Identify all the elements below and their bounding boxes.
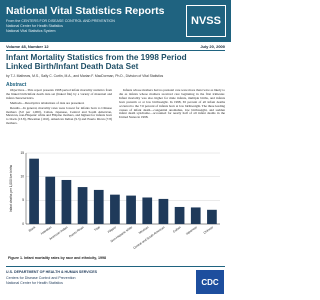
header-from: From the CENTERS FOR DISEASE CONTROL AND… — [6, 19, 115, 23]
x-tick-label: Japanese — [185, 225, 198, 236]
x-tick-label: Hawaiian — [40, 225, 53, 236]
y-tick-label: 5 — [22, 198, 24, 202]
paragraph: Methods—Descriptive tabulations of data … — [10, 100, 85, 105]
y-tick-label: 15 — [20, 151, 24, 155]
paragraph: Infants whose mothers had no prenatal ca… — [119, 88, 225, 120]
authors: by T.J. Mathews, M.S., Sally C. Curtin, … — [6, 74, 164, 78]
bar — [61, 179, 72, 224]
header-system: National Vital Statistics System — [6, 29, 56, 33]
bar — [142, 197, 153, 224]
right-column: Infants whose mothers had no prenatal ca… — [119, 88, 225, 121]
department: U.S. DEPARTMENT OF HEALTH & HUMAN SERVIC… — [6, 270, 98, 274]
bar — [207, 209, 217, 224]
y-tick-label: 10 — [20, 175, 24, 179]
cdc-logo: CDC — [196, 270, 224, 294]
cdc-name: Centers for Disease Control and Preventi… — [6, 276, 76, 280]
rule — [6, 50, 225, 51]
nvss-logo: NVSS — [186, 5, 226, 37]
x-tick-label: Mexican — [138, 225, 150, 235]
bar — [77, 187, 88, 224]
x-tick-label: Puerto Rican — [68, 225, 85, 238]
bar — [110, 194, 120, 224]
x-tick-label: Total — [93, 225, 101, 232]
x-tick-label: Chinese — [203, 225, 215, 235]
x-tick-label: Black — [28, 225, 37, 233]
bar — [126, 195, 136, 224]
bar — [93, 189, 104, 224]
left-column: Objectives—This report presents 1998 per… — [6, 88, 112, 127]
article-title: Infant Mortality Statistics from the 199… — [6, 53, 187, 71]
header-band — [0, 0, 231, 42]
bar — [158, 198, 169, 224]
paragraph: Results—In general, mortality rates were… — [6, 105, 112, 126]
rule — [6, 266, 225, 267]
x-tick-label: Filipino — [107, 225, 117, 234]
y-axis-label: Infant deaths per 1,000 live births — [9, 165, 13, 213]
paragraph: Objectives—This report presents 1998 per… — [6, 88, 112, 100]
abstract-heading: Abstract — [6, 82, 27, 88]
date: July 20, 2000 — [200, 44, 225, 49]
bar — [190, 207, 201, 224]
chart: Infant deaths per 1,000 live births 0 5 10 1… — [9, 151, 220, 250]
bar — [45, 176, 56, 224]
report-title: National Vital Statistics Reports — [6, 5, 165, 17]
volume: Volume 48, Number 12 — [6, 44, 49, 49]
bar — [174, 206, 185, 224]
x-tick-label: Central and South American — [132, 225, 165, 250]
y-tick-label: 0 — [22, 222, 24, 226]
bar — [29, 158, 39, 224]
x-tick-label: Cuban — [172, 225, 182, 234]
nchs-name: National Center for Health Statistics — [6, 281, 63, 285]
header-center: National Center for Health Statistics — [6, 24, 63, 28]
figure-caption: Figure 1. Infant mortality rates by race… — [8, 256, 106, 260]
page: {"header": {"title": "National Vital Sta… — [0, 0, 231, 294]
